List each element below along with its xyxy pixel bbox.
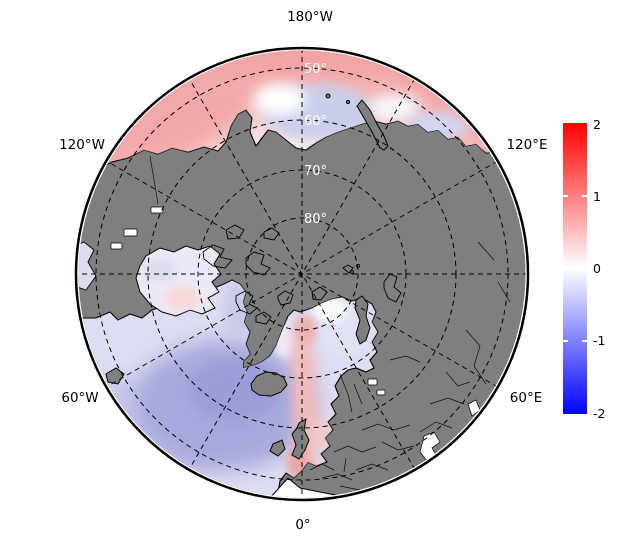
islands [105,93,389,460]
meridian-labels: 180°W 120°W 120°E 60°W 60°E 0° [59,9,547,533]
map-disk: 50° 60° 70° 80° [78,50,526,498]
colorbar-tick-marks [563,195,587,342]
lat-label-70: 70° [304,164,327,179]
meridian-label-180w: 180°W [287,9,333,25]
country-borders [149,155,511,491]
meridian-label-0: 0° [295,517,310,533]
cbar-tick-0: 0 [593,261,601,276]
meridian-label-60w: 60°W [61,390,98,406]
colorbar: 2 1 0 -1 -2 [563,117,605,421]
cbar-tick-1: 1 [593,189,601,204]
colorbar-tick-labels: 2 1 0 -1 -2 [593,117,605,421]
meridian-label-120e: 120°E [506,137,547,153]
archipelago-coast-detail [202,224,402,325]
lat-label-50: 50° [304,62,327,77]
great-britain [291,418,310,460]
meridian-label-120w: 120°W [59,137,105,153]
graticule [78,50,526,498]
kamchatka [356,99,389,151]
cbar-tick-2: 2 [593,117,601,132]
lat-label-60: 60° [304,114,327,129]
latitude-labels: 50° 60° 70° 80° [304,62,327,227]
foxe-basin-inlet [78,241,97,291]
north-sea-warm-patch [312,420,330,448]
svalbard [311,286,328,301]
iceland [250,371,288,397]
map-boundary-circle [74,46,530,502]
meridian-label-60e: 60°E [510,390,542,406]
cbar-tick-m2: -2 [593,406,605,421]
lat-label-80: 80° [304,212,327,227]
north-atlantic-anomaly [78,279,379,498]
ireland [269,439,286,457]
hudson-bay [135,245,222,317]
novaya-zemlya [354,295,371,345]
cbar-tick-m1: -1 [593,333,605,348]
